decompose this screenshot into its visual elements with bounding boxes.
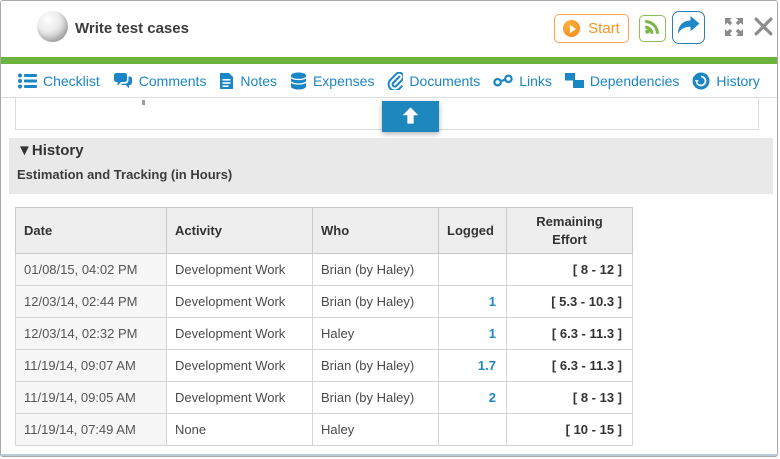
table-header: Date Activity Who Logged Remaining Effor… xyxy=(15,207,633,254)
cell-activity: Development Work xyxy=(166,285,313,318)
history-section-header[interactable]: ▼History xyxy=(17,142,84,159)
cell-logged-value[interactable] xyxy=(438,253,507,286)
toolbar-item-label: Links xyxy=(519,72,552,89)
cell-remaining-effort: [ 6.3 - 11.3 ] xyxy=(506,317,633,350)
history-section-band: ▼History Estimation and Tracking (in Hou… xyxy=(9,138,773,194)
column-header-remaining-effort: Remaining Effort xyxy=(506,207,633,254)
table-row: 11/19/14, 09:07 AM Development Work Bria… xyxy=(15,349,633,382)
toolbar-item-label: Comments xyxy=(138,72,207,89)
toolbar-item-label: Documents xyxy=(409,72,481,89)
comments-icon xyxy=(113,72,133,89)
clipped-text-remnant xyxy=(142,100,145,105)
column-header-activity: Activity xyxy=(166,207,313,254)
rss-feed-button[interactable] xyxy=(639,15,666,42)
cell-logged-value[interactable]: 1 xyxy=(438,285,507,318)
share-button[interactable] xyxy=(672,11,705,44)
title-bar: Write test cases Start xyxy=(1,1,777,57)
scroll-up-button[interactable] xyxy=(382,101,439,132)
column-header-logged: Logged xyxy=(438,207,507,254)
toolbar-item-links[interactable]: Links xyxy=(493,73,552,89)
column-header-who: Who xyxy=(312,207,439,254)
table-row: 12/03/14, 02:44 PM Development Work Bria… xyxy=(15,285,633,318)
fullscreen-button[interactable] xyxy=(722,16,746,40)
cell-logged-value[interactable]: 1 xyxy=(438,317,507,350)
cell-who: Haley xyxy=(312,317,439,350)
cell-who: Brian (by Haley) xyxy=(312,253,439,286)
dependencies-icon xyxy=(564,73,584,88)
cell-remaining-effort: [ 8 - 12 ] xyxy=(506,253,633,286)
table-row: 11/19/14, 09:05 AM Development Work Bria… xyxy=(15,381,633,414)
toolbar-item-label: Dependencies xyxy=(589,72,680,89)
cell-activity: Development Work xyxy=(166,349,313,382)
toolbar-item-label: History xyxy=(716,72,760,89)
rss-icon xyxy=(644,18,661,40)
green-accent-bar xyxy=(1,57,777,64)
toolbar-item-documents[interactable]: Documents xyxy=(387,71,481,90)
start-button-label: Start xyxy=(588,20,620,37)
table-row: 01/08/15, 04:02 PM Development Work Bria… xyxy=(15,253,633,286)
documents-paperclip-icon xyxy=(387,71,404,90)
dialog-title: Write test cases xyxy=(75,20,189,37)
toolbar-item-dependencies[interactable]: Dependencies xyxy=(564,72,680,89)
cell-activity: Development Work xyxy=(166,253,313,286)
checklist-icon xyxy=(18,73,37,89)
close-button[interactable] xyxy=(751,16,775,40)
table-row: 12/03/14, 02:32 PM Development Work Hale… xyxy=(15,317,633,350)
cell-date: 11/19/14, 07:49 AM xyxy=(15,413,167,446)
toolbar-item-label: Notes xyxy=(240,72,277,89)
cell-who: Brian (by Haley) xyxy=(312,285,439,318)
toolbar-item-checklist[interactable]: Checklist xyxy=(18,73,100,89)
history-clock-icon xyxy=(692,72,710,90)
cell-who: Brian (by Haley) xyxy=(312,381,439,414)
section-nav-toolbar: Checklist Comments Notes xyxy=(1,64,777,98)
task-status-sphere-icon xyxy=(37,11,68,42)
expenses-database-icon xyxy=(290,72,307,90)
cell-date: 11/19/14, 09:05 AM xyxy=(15,381,167,414)
collapse-triangle-icon: ▼ xyxy=(17,142,32,159)
start-button[interactable]: Start xyxy=(554,14,629,43)
toolbar-item-comments[interactable]: Comments xyxy=(113,72,207,89)
history-table-body: 01/08/15, 04:02 PM Development Work Bria… xyxy=(15,253,633,446)
fullscreen-expand-icon xyxy=(724,17,744,40)
close-icon xyxy=(754,17,773,39)
cell-date: 01/08/15, 04:02 PM xyxy=(15,253,167,286)
toolbar-item-label: Checklist xyxy=(43,72,100,89)
cell-remaining-effort: [ 8 - 13 ] xyxy=(506,381,633,414)
bottom-edge-strip xyxy=(1,454,777,456)
cell-remaining-effort: [ 6.3 - 11.3 ] xyxy=(506,349,633,382)
toolbar-item-expenses[interactable]: Expenses xyxy=(290,72,374,90)
cell-logged-value[interactable]: 1.7 xyxy=(438,349,507,382)
cell-who: Brian (by Haley) xyxy=(312,349,439,382)
cell-who: Haley xyxy=(312,413,439,446)
history-section-title: History xyxy=(31,142,84,159)
cell-logged-value[interactable] xyxy=(438,413,507,446)
cell-remaining-effort: [ 5.3 - 10.3 ] xyxy=(506,285,633,318)
toolbar-item-label: Expenses xyxy=(312,72,375,89)
cell-activity: None xyxy=(166,413,313,446)
share-arrow-icon xyxy=(677,15,700,40)
cell-activity: Development Work xyxy=(166,317,313,350)
estimation-tracking-table: Date Activity Who Logged Remaining Effor… xyxy=(15,207,633,446)
cell-logged-value[interactable]: 2 xyxy=(438,381,507,414)
cell-date: 12/03/14, 02:32 PM xyxy=(15,317,167,350)
links-chain-icon xyxy=(493,74,513,87)
toolbar-item-history[interactable]: History xyxy=(692,72,760,90)
up-arrow-icon xyxy=(400,106,421,127)
cell-remaining-effort: [ 10 - 15 ] xyxy=(506,413,633,446)
cell-date: 12/03/14, 02:44 PM xyxy=(15,285,167,318)
estimation-tracking-subtitle: Estimation and Tracking (in Hours) xyxy=(17,167,233,182)
notes-icon xyxy=(219,72,234,90)
cell-activity: Development Work xyxy=(166,381,313,414)
toolbar-item-notes[interactable]: Notes xyxy=(219,72,277,90)
table-row: 11/19/14, 07:49 AM None Haley [ 10 - 15 … xyxy=(15,413,633,446)
play-icon xyxy=(563,20,581,37)
column-header-date: Date xyxy=(15,207,167,254)
cell-date: 11/19/14, 09:07 AM xyxy=(15,349,167,382)
